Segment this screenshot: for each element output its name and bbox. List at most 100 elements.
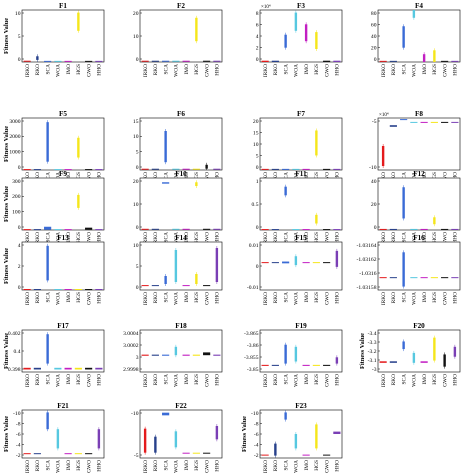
box [381,146,385,166]
category-label: IMO [184,460,190,471]
axis-multiplier: ×10⁴ [261,4,271,10]
box [85,289,93,291]
y-tick-label: 10 [15,11,21,17]
y-tick-label: 6 [256,22,259,28]
y-tick-label: -1.03158 [356,285,376,291]
category-label: RKO [273,460,279,471]
box [402,252,405,287]
box [141,354,149,356]
y-axis-label: Fitness Value [3,126,10,162]
box [304,24,308,42]
category-label: SCA [283,64,289,75]
panel-title: F19 [295,322,307,330]
category-label: IMO [422,232,428,243]
box [292,229,300,231]
y-tick-label: -2 [254,453,259,459]
box [203,60,211,62]
category-label: RKO [391,292,397,303]
box [64,229,72,231]
box [174,346,178,356]
box [54,229,62,231]
box [141,285,149,287]
category-label: IMO [66,232,72,243]
y-tick-label: 0 [136,285,139,291]
category-label: SCA [163,172,169,183]
box [77,194,80,208]
y-tick-label: 2 [256,45,259,51]
category-label: WOA [56,460,62,473]
y-tick-label: 60 [371,22,377,28]
box [389,125,397,127]
category-label: HGS [432,64,438,75]
y-tick-label: -1.03162 [356,257,376,263]
category-label: RKO [273,374,279,385]
y-tick-label: 300 [12,179,21,185]
category-label: IRKO [263,64,269,77]
box [74,453,82,455]
y-tick-label: 4 [256,34,259,40]
category-label: IMO [66,64,72,75]
box [54,60,62,62]
category-label: IMO [304,172,310,183]
category-label: HGS [194,64,200,75]
box [274,443,277,456]
box [141,60,149,62]
category-label: RKO [35,374,41,385]
box [182,228,190,230]
box [433,50,436,62]
category-label: IRKO [25,232,31,245]
category-label: IMO [184,232,190,243]
y-tick-label: 0 [256,225,259,231]
category-label: HHO [97,460,103,472]
box [33,169,41,171]
box [95,289,103,291]
y-tick-label: 5 [256,153,259,159]
panel-title: F22 [175,402,187,410]
y-tick-label: -3.1 [368,358,377,364]
y-axis-label: Fitness Value [3,416,10,452]
panel-frame [21,9,105,63]
box [422,54,426,62]
category-label: WOA [294,292,300,305]
box [164,276,167,284]
category-label: WOA [412,232,418,245]
y-tick-label: -4 [254,442,259,448]
y-tick-label: 5 [136,149,139,155]
category-label: RKO [35,232,41,243]
y-tick-label: 0 [374,225,377,231]
box [333,168,341,170]
box [430,277,438,279]
y-tick-label: 3 [136,355,139,361]
y-tick-label: 15 [133,119,139,125]
box [379,361,387,363]
y-tick-label: 20 [371,202,377,208]
category-label: HGS [314,232,320,243]
category-label: WOA [56,64,62,77]
box [213,354,221,356]
box [56,429,60,449]
box [182,354,190,356]
category-label: HGS [194,460,200,471]
category-label: GWO [324,374,330,387]
category-label: SCA [45,292,51,303]
y-tick-label: 5 [18,34,21,40]
panel-frame [259,117,343,171]
category-label: GWO [324,460,330,473]
category-label: HGS [194,172,200,183]
category-label: RKO [35,292,41,303]
panel-title: F7 [297,110,305,118]
y-tick-label: -3.3 [368,340,377,346]
y-tick-label: -4 [16,442,21,448]
y-tick-label: 0 [136,57,139,63]
category-label: HHO [335,232,341,244]
box [213,60,221,62]
category-label: HHO [453,64,459,76]
panel-title: F23 [295,402,307,410]
box [23,229,31,231]
box [410,277,418,279]
y-tick-label: 20 [133,179,139,185]
category-label: HGS [432,172,438,183]
box [261,229,269,231]
category-label: RKO [35,460,41,471]
box [420,121,428,123]
